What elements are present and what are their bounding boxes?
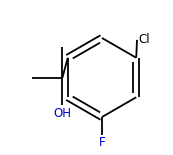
Text: OH: OH xyxy=(53,107,71,120)
Text: F: F xyxy=(99,136,105,149)
Text: Cl: Cl xyxy=(138,33,150,46)
